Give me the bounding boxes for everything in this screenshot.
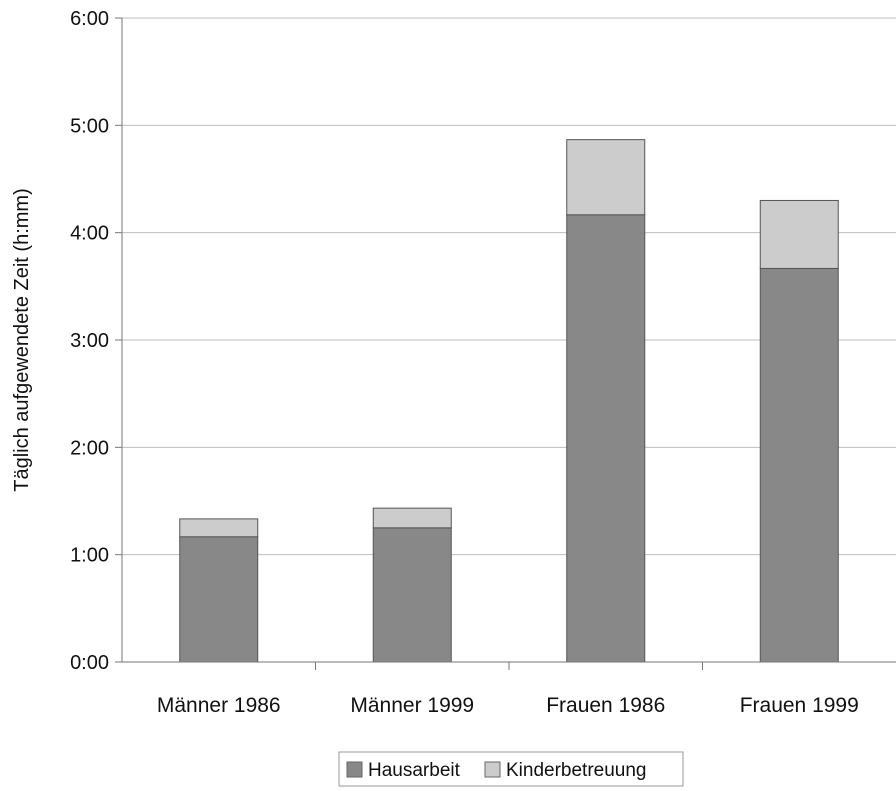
- legend: Hausarbeit Kinderbetreuung: [338, 751, 684, 787]
- y-tick-label: 5:00: [70, 115, 109, 137]
- bar-segment-kinderbetreuung: [566, 139, 646, 216]
- axes: [115, 17, 896, 670]
- bar-segment-hausarbeit: [179, 536, 259, 663]
- x-tick-label: Frauen 1986: [546, 694, 665, 717]
- x-tick-label: Männer 1986: [157, 694, 281, 717]
- legend-box: [338, 751, 684, 787]
- y-tick-label: 2:00: [70, 437, 109, 459]
- y-tick-label: 1:00: [70, 545, 109, 567]
- y-tick-label: 4:00: [70, 223, 109, 245]
- y-tick-labels: 0:00 1:00 2:00 3:00 4:00 5:00 6:00: [70, 8, 109, 674]
- legend-swatch: [346, 761, 363, 778]
- legend-label: Kinderbetreuung: [506, 760, 647, 781]
- x-tick-labels: Männer 1986 Männer 1999 Frauen 1986 Frauen …: [157, 694, 859, 717]
- y-tick-label: 3:00: [70, 330, 109, 352]
- y-axis-label: Täglich aufgewendete Zeit (h:mm): [11, 188, 33, 491]
- bar-segment-kinderbetreuung: [372, 507, 452, 529]
- bar-segment-kinderbetreuung: [179, 518, 259, 538]
- bar-segment-hausarbeit: [759, 267, 839, 663]
- y-tick-label: 0:00: [70, 652, 109, 674]
- bar-segment-hausarbeit: [372, 527, 452, 663]
- x-tick-label: Frauen 1999: [740, 694, 859, 717]
- y-tick-label: 6:00: [70, 8, 109, 30]
- bar-segment-hausarbeit: [566, 214, 646, 663]
- bars: [179, 139, 839, 663]
- x-tick-label: Männer 1999: [350, 694, 474, 717]
- legend-swatch: [484, 761, 501, 778]
- bar-segment-kinderbetreuung: [759, 199, 839, 269]
- legend-label: Hausarbeit: [368, 760, 461, 781]
